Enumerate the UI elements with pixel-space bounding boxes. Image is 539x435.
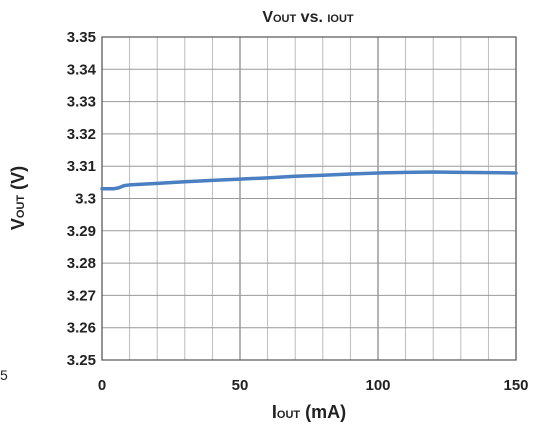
series-layer [100, 170, 518, 191]
plot-area-border [101, 36, 517, 361]
x-tick-label: 100 [365, 377, 390, 394]
xlabel-unit: (mA) [300, 402, 346, 422]
chart-grid [101, 36, 517, 361]
title-sub-out: OUT [273, 13, 297, 25]
ylabel-sub-out: OUT [15, 195, 27, 219]
chart-title: VOUT vs. IOUT [262, 9, 354, 26]
y-tick-label: 3.34 [67, 61, 97, 78]
y-tick-label: 3.35 [67, 29, 96, 46]
x-tick-label: 150 [503, 377, 528, 394]
y-tick-label: 3.26 [67, 320, 96, 337]
y-tick-label: 3.27 [67, 287, 96, 304]
y-tick-label: 3.29 [67, 223, 96, 240]
ylabel-unit: (V) [8, 166, 28, 195]
y-tick-label: 3.3 [75, 191, 96, 208]
y-tick-labels: 3.35 3.34 3.33 3.32 3.31 3.3 3.29 3.28 3.27 3.26 3… [67, 29, 97, 369]
title-v: V [262, 9, 273, 26]
vout-series-line [100, 170, 518, 191]
title-vs: vs. [296, 9, 327, 26]
title-sub-iout: IOUT [327, 13, 354, 25]
y-tick-label: 3.31 [67, 158, 96, 175]
stray-edge-mark: 5 [0, 367, 8, 383]
y-tick-label: 3.33 [67, 94, 96, 111]
x-axis-title: IOUT (mA) [272, 402, 346, 422]
y-tick-label: 3.32 [67, 126, 96, 143]
y-axis-title: VOUT (V) [8, 166, 28, 230]
xlabel-i: I [272, 402, 277, 422]
xlabel-sub-out: OUT [277, 409, 301, 421]
y-tick-label: 3.28 [67, 255, 96, 272]
x-tick-labels: 0 50 100 150 [98, 377, 529, 394]
x-tick-label: 0 [98, 377, 106, 394]
x-tick-label: 50 [232, 377, 249, 394]
y-tick-label: 3.25 [67, 352, 96, 369]
ylabel-v: V [8, 218, 28, 230]
